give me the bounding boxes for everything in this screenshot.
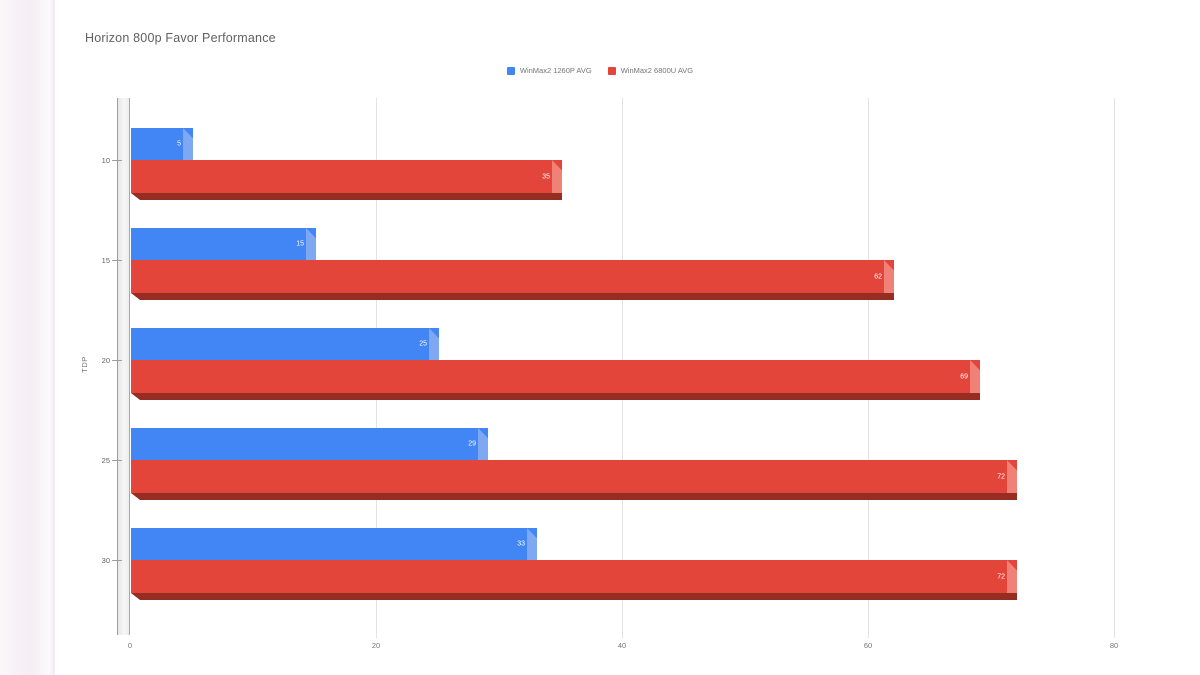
- bar-shadow: [131, 593, 1017, 600]
- bar-blue-tdp30: 33: [131, 528, 537, 560]
- chart-title: Horizon 800p Favor Performance: [85, 31, 276, 45]
- x-tick-label-80: 80: [1109, 641, 1119, 650]
- page-edge-gradient: [0, 0, 55, 675]
- bar-blue-tdp15: 15: [131, 228, 316, 260]
- y-tick-label-15: 15: [101, 256, 110, 265]
- y-tick-15: [112, 260, 122, 261]
- y-tick-20: [112, 360, 122, 361]
- bar-value-label: 5: [177, 140, 181, 148]
- legend-label: WinMax2 1260P AVG: [519, 66, 592, 75]
- x-tick-label-20: 20: [371, 641, 381, 650]
- bar-blue-tdp10: 5: [131, 128, 193, 160]
- bar-red-tdp30: 72: [131, 560, 1017, 600]
- plot-area: 0 20 40 60 80 10 5 35 15 15 62 20 25 69 25 29 72 30 33 72: [102, 98, 1118, 650]
- axis-3d-wall: [117, 98, 130, 635]
- legend: WinMax2 1260P AVG WinMax2 6800U AVG: [0, 66, 1200, 75]
- bar-value-label: 35: [542, 173, 550, 180]
- y-tick-10: [112, 160, 122, 161]
- bar-endcap: [552, 160, 562, 193]
- x-tick-label-60: 60: [863, 641, 873, 650]
- y-tick-label-10: 10: [101, 156, 110, 165]
- bar-value-label: 15: [296, 240, 304, 248]
- y-tick-label-30: 30: [101, 556, 110, 565]
- bar-endcap: [970, 360, 980, 393]
- bar-red-tdp10: 35: [131, 160, 562, 200]
- bar-endcap: [527, 528, 537, 560]
- bar-shadow: [131, 393, 980, 400]
- y-axis-title: TDP: [79, 356, 89, 373]
- bar-shadow: [131, 493, 1017, 500]
- bar-endcap: [306, 228, 316, 260]
- bar-endcap: [884, 260, 894, 293]
- legend-label: WinMax2 6800U AVG: [620, 66, 694, 75]
- bar-red-tdp15: 62: [131, 260, 894, 300]
- bar-value-label: 72: [997, 573, 1005, 580]
- bar-value-label: 25: [419, 340, 427, 348]
- y-tick-30: [112, 560, 122, 561]
- bar-value-label: 33: [517, 540, 525, 548]
- legend-item-red: WinMax2 6800U AVG: [607, 66, 694, 75]
- bar-shadow: [131, 293, 894, 300]
- bar-endcap: [429, 328, 439, 360]
- gridline-80: [1114, 98, 1115, 638]
- bar-value-label: 69: [960, 373, 968, 380]
- bar-endcap: [478, 428, 488, 460]
- y-tick-label-25: 25: [101, 456, 110, 465]
- y-tick-25: [112, 460, 122, 461]
- bar-blue-tdp20: 25: [131, 328, 439, 360]
- bar-value-label: 62: [874, 273, 882, 280]
- bar-endcap: [183, 128, 193, 160]
- x-tick-label-40: 40: [617, 641, 627, 650]
- x-tick-label-0: 0: [127, 641, 133, 650]
- bar-red-tdp25: 72: [131, 460, 1017, 500]
- bar-shadow: [131, 193, 562, 200]
- bar-value-label: 72: [997, 473, 1005, 480]
- legend-swatch-icon: [506, 66, 515, 75]
- y-tick-label-20: 20: [101, 356, 110, 365]
- legend-swatch-icon: [607, 66, 616, 75]
- bar-endcap: [1007, 560, 1017, 593]
- legend-item-blue: WinMax2 1260P AVG: [506, 66, 592, 75]
- bar-endcap: [1007, 460, 1017, 493]
- bar-blue-tdp25: 29: [131, 428, 488, 460]
- bar-red-tdp20: 69: [131, 360, 980, 400]
- bar-value-label: 29: [468, 440, 476, 448]
